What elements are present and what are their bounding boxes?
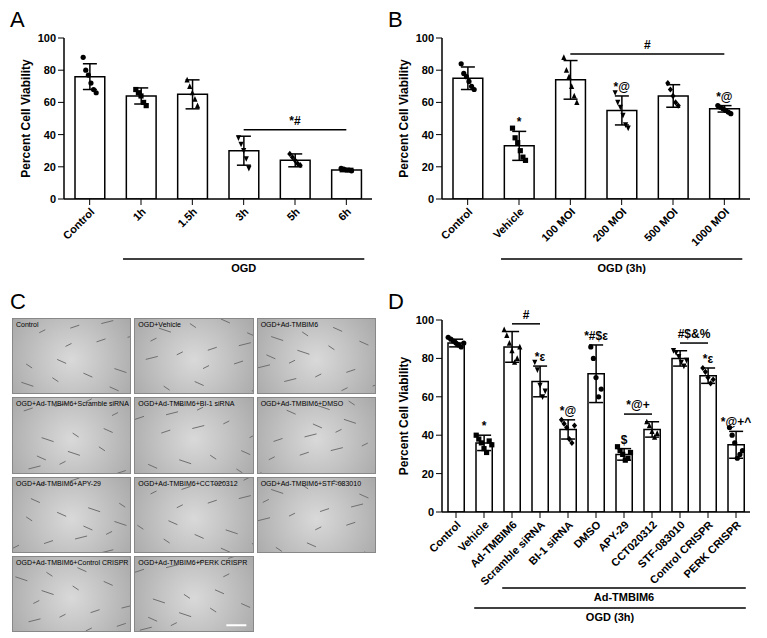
- svg-text:0: 0: [428, 506, 434, 518]
- svg-text:1.5h: 1.5h: [175, 205, 199, 229]
- svg-text:6h: 6h: [336, 205, 354, 223]
- html-text:OGD+Vehicle: OGD+Vehicle: [138, 321, 181, 328]
- svg-text:100: 100: [416, 314, 434, 326]
- svg-text:#: #: [644, 38, 651, 52]
- svg-text:APY-29: APY-29: [595, 518, 631, 554]
- html-text:OGD+Ad-TMBIM6+APY-29: OGD+Ad-TMBIM6+APY-29: [16, 479, 101, 487]
- html-text:B: B: [388, 7, 403, 32]
- svg-text:CCT020312: CCT020312: [608, 518, 659, 569]
- svg-text:*: *: [517, 115, 522, 129]
- svg-text:STF-083010: STF-083010: [635, 518, 687, 571]
- svg-text:$: $: [621, 433, 628, 447]
- html-text:OGD+Ad-TMBIM6+Scramble siRNA: OGD+Ad-TMBIM6+Scramble siRNA: [16, 400, 129, 408]
- svg-text:*: *: [482, 419, 487, 433]
- svg-text:Vehicle: Vehicle: [491, 205, 526, 240]
- svg-text:Ad-TMBIM6: Ad-TMBIM6: [594, 591, 655, 603]
- svg-text:Percent Cell Viability: Percent Cell Viability: [397, 59, 411, 178]
- svg-text:*#$ε: *#$ε: [584, 329, 608, 343]
- svg-text:80: 80: [44, 64, 56, 76]
- svg-text:Control: Control: [438, 205, 474, 241]
- svg-text:1000 MOI: 1000 MOI: [689, 205, 732, 248]
- svg-text:Control CRISPR: Control CRISPR: [647, 518, 715, 587]
- svg-text:100: 100: [38, 32, 56, 44]
- svg-text:80: 80: [422, 352, 434, 364]
- svg-text:500 MOI: 500 MOI: [642, 205, 680, 243]
- html-text:OGD+Ad-TMBIM6+Control CRISPR: OGD+Ad-TMBIM6+Control CRISPR: [16, 558, 129, 566]
- svg-text:3h: 3h: [233, 205, 251, 223]
- svg-text:20: 20: [422, 468, 434, 480]
- svg-text:*@: *@: [560, 404, 576, 418]
- html-text:Control: Control: [16, 321, 39, 328]
- svg-text:100: 100: [416, 32, 434, 44]
- svg-text:OGD (3h): OGD (3h): [586, 611, 635, 623]
- svg-text:*#: *#: [289, 114, 301, 128]
- svg-text:*@: *@: [613, 80, 629, 94]
- svg-text:*ε: *ε: [703, 352, 714, 366]
- svg-text:40: 40: [422, 129, 434, 141]
- html-text:OGD+Ad-TMBIM6: OGD+Ad-TMBIM6: [260, 321, 318, 328]
- html-text:C: C: [10, 289, 26, 314]
- svg-text:PERK CRISPR: PERK CRISPR: [681, 518, 743, 580]
- svg-text:200 MOI: 200 MOI: [590, 205, 628, 243]
- html-text:OGD+Ad-TMBIM6+STF-083010: OGD+Ad-TMBIM6+STF-083010: [260, 479, 361, 487]
- svg-text:Vehicle: Vehicle: [455, 518, 491, 554]
- html-text:OGD+Ad-TMBIM6+PERK CRISPR: OGD+Ad-TMBIM6+PERK CRISPR: [138, 558, 248, 566]
- html-text:OGD+Ad-TMBIM6+CCT020312: OGD+Ad-TMBIM6+CCT020312: [138, 479, 238, 487]
- svg-text:60: 60: [44, 96, 56, 108]
- svg-text:Control: Control: [60, 205, 96, 241]
- svg-text:Ad-TMBIM6: Ad-TMBIM6: [467, 518, 519, 570]
- html-text:OGD+Ad-TMBIM6+DMSO: OGD+Ad-TMBIM6+DMSO: [260, 400, 344, 408]
- svg-text:20: 20: [422, 161, 434, 173]
- svg-text:60: 60: [422, 391, 434, 403]
- svg-text:Control: Control: [427, 518, 463, 554]
- svg-text:100 MOI: 100 MOI: [539, 205, 577, 243]
- svg-text:*@: *@: [716, 90, 732, 104]
- svg-text:Percent Cell Viability: Percent Cell Viability: [397, 356, 411, 475]
- svg-text:5h: 5h: [284, 205, 302, 223]
- svg-text:1h: 1h: [130, 205, 148, 223]
- svg-text:#: #: [523, 308, 530, 322]
- svg-text:Scramble siRNA: Scramble siRNA: [477, 518, 547, 588]
- svg-text:DMSO: DMSO: [571, 518, 603, 551]
- html-text:OGD+Ad-TMBIM6+BI-1 siRNA: OGD+Ad-TMBIM6+BI-1 siRNA: [138, 400, 235, 408]
- html-text:A: A: [10, 7, 25, 32]
- svg-text:0: 0: [50, 193, 56, 205]
- svg-text:0: 0: [428, 193, 434, 205]
- svg-text:#$&%: #$&%: [678, 327, 711, 341]
- svg-text:*@+^: *@+^: [721, 415, 751, 429]
- svg-text:BI-1 siRNA: BI-1 siRNA: [526, 518, 575, 567]
- svg-text:*ε: *ε: [535, 350, 546, 364]
- svg-text:OGD (3h): OGD (3h): [598, 262, 647, 274]
- svg-text:80: 80: [422, 64, 434, 76]
- svg-text:40: 40: [44, 129, 56, 141]
- svg-text:60: 60: [422, 96, 434, 108]
- svg-text:OGD: OGD: [231, 262, 256, 274]
- svg-text:40: 40: [422, 429, 434, 441]
- html-text:D: D: [388, 289, 404, 314]
- svg-text:Percent Cell Viability: Percent Cell Viability: [19, 59, 33, 178]
- svg-text:20: 20: [44, 161, 56, 173]
- svg-text:*@+: *@+: [626, 398, 649, 412]
